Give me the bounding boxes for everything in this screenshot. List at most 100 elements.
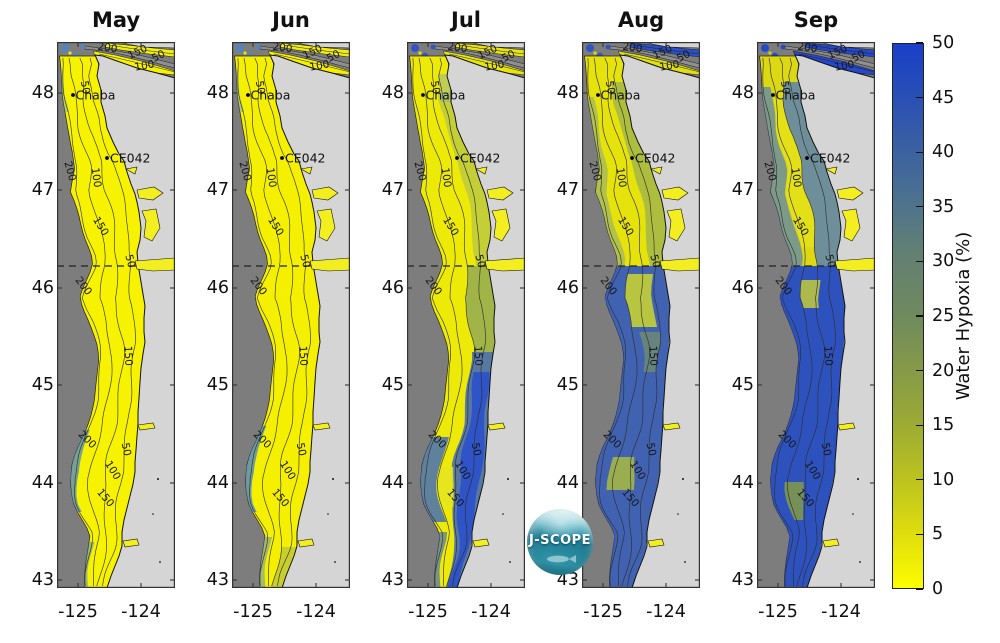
x-tick-label: -124 <box>821 602 861 622</box>
station-dot-chaba <box>246 93 250 97</box>
colorbar-tick-mark <box>916 588 923 590</box>
contour-label: 50 <box>294 442 309 458</box>
station-label-ce042: CE042 <box>110 151 151 166</box>
station-dot-chaba <box>771 93 775 97</box>
panel-title-jul: Jul <box>451 8 481 32</box>
contour-label: 50 <box>819 442 834 458</box>
colorbar-tick-label: 35 <box>932 196 955 217</box>
station-dot-ce042 <box>280 156 284 160</box>
contour-label: 100 <box>264 167 279 189</box>
contour-label: 200 <box>622 42 644 55</box>
y-tick-label-46: 46 <box>206 278 229 298</box>
y-tick-label-45: 45 <box>731 375 754 395</box>
contour-label: 200 <box>97 42 119 55</box>
y-tick-label-46: 46 <box>31 278 54 298</box>
colorbar-tick-label: 20 <box>932 360 955 381</box>
x-tick-label: -124 <box>471 602 511 622</box>
contour-label: 50 <box>297 253 312 269</box>
y-tick-label-47: 47 <box>731 180 754 200</box>
station-label-ce042: CE042 <box>285 151 326 166</box>
colorbar-tick-label: 10 <box>932 469 955 490</box>
x-tick-label: -125 <box>758 602 798 622</box>
station-label-chaba: Chaba <box>251 88 291 103</box>
y-tick-label-43: 43 <box>206 570 229 590</box>
station-label-ce042: CE042 <box>810 151 851 166</box>
y-tick-label-45: 45 <box>31 375 54 395</box>
y-tick-label-45: 45 <box>206 375 229 395</box>
station-label-chaba: Chaba <box>776 88 816 103</box>
colorbar-tick-label: 25 <box>932 306 955 326</box>
colorbar-tick-mark <box>916 206 923 208</box>
y-tick-label-48: 48 <box>381 83 404 103</box>
y-tick-label-46: 46 <box>381 278 404 298</box>
contour-label: 200 <box>586 160 603 183</box>
contour-label: 50 <box>647 253 662 269</box>
contour-label: 50 <box>472 253 487 269</box>
station-dot-ce042 <box>630 156 634 160</box>
y-tick-label-48: 48 <box>556 83 579 103</box>
colorbar-tick-mark <box>916 369 923 372</box>
y-tick-label-44: 44 <box>556 473 579 493</box>
colorbar-tick-label: 15 <box>932 415 955 436</box>
station-label-chaba: Chaba <box>76 88 116 103</box>
y-tick-label-43: 43 <box>556 570 579 590</box>
y-tick-label-48: 48 <box>731 83 754 103</box>
colorbar-tick-label: 45 <box>932 87 955 108</box>
y-tick-label-48: 48 <box>206 83 229 103</box>
colorbar-tick-mark <box>916 533 923 536</box>
jscope-logo: J-SCOPE <box>527 509 593 575</box>
station-label-ce042: CE042 <box>460 151 501 166</box>
y-tick-label-43: 43 <box>31 570 54 590</box>
y-tick-label-47: 47 <box>206 180 229 200</box>
panel-title-may: May <box>91 8 141 32</box>
colorbar-label: Water Hypoxia (%) <box>953 231 974 401</box>
station-dot-ce042 <box>805 156 809 160</box>
colorbar-tick-mark <box>916 42 923 44</box>
jscope-logo-text: J-SCOPE <box>528 533 592 548</box>
map-panel-aug: Aug 200 150 50 100 50 200 100 150 50 200 150 200 50 10… <box>557 8 700 622</box>
station-dot-ce042 <box>455 156 459 160</box>
contour-label: 50 <box>778 80 792 95</box>
contour-label: 50 <box>500 48 517 65</box>
contour-label: 100 <box>834 58 856 73</box>
x-tick-label: -125 <box>233 602 273 622</box>
contour-label: 50 <box>78 80 92 95</box>
y-tick-label-44: 44 <box>731 473 754 493</box>
y-tick-label-44: 44 <box>31 473 54 493</box>
contour-label: 50 <box>150 48 167 65</box>
x-tick-label: -124 <box>121 602 161 622</box>
colorbar-tick-label: 40 <box>932 142 955 163</box>
contour-label: 200 <box>447 42 469 55</box>
colorbar-tick-mark <box>916 479 923 481</box>
contour-label: 100 <box>659 58 681 73</box>
y-tick-label-44: 44 <box>206 473 229 493</box>
y-tick-label-47: 47 <box>31 180 54 200</box>
station-dot-chaba <box>71 93 75 97</box>
contour-label: 100 <box>134 58 156 73</box>
contour-label: 50 <box>603 80 617 95</box>
contour-label: 150 <box>471 346 484 367</box>
map-panel-jun: Jun 200 150 50 100 50 200 100 150 50 200 150 200 50 10… <box>207 8 350 622</box>
colorbar-tick-label: 50 <box>932 33 955 53</box>
y-tick-label-46: 46 <box>556 278 579 298</box>
x-tick-label: -125 <box>58 602 98 622</box>
station-label-chaba: Chaba <box>601 88 641 103</box>
colorbar: 50 45 40 35 30 25 20 15 10 5 0 Water Hypoxia (%) <box>892 33 974 599</box>
map-panel-sep: Sep 200 150 50 100 50 200 100 150 50 200 150 200 50 10… <box>732 8 875 622</box>
contour-label: 50 <box>122 253 137 269</box>
contour-label: 200 <box>411 160 428 183</box>
contour-label: 50 <box>428 80 442 95</box>
contour-label: 200 <box>761 160 778 183</box>
contour-label: 50 <box>325 48 342 65</box>
contour-label: 150 <box>296 346 309 367</box>
colorbar-tick-mark <box>916 424 923 426</box>
colorbar-tick-mark <box>916 151 923 153</box>
contour-label: 200 <box>797 42 819 55</box>
contour-label: 100 <box>614 167 629 189</box>
panel-title-sep: Sep <box>793 8 839 32</box>
colorbar-tick-label: 5 <box>932 524 944 545</box>
y-tick-label-45: 45 <box>381 375 404 395</box>
